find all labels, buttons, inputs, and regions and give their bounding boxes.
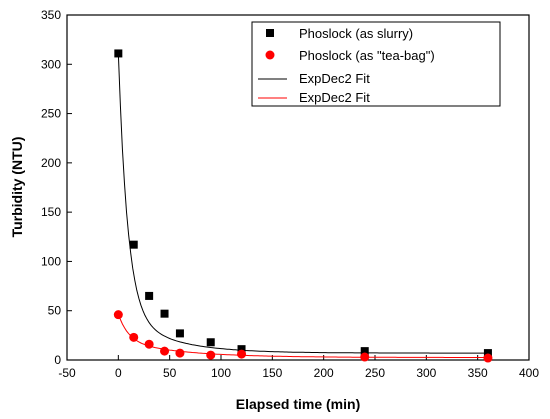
data-point-teabag xyxy=(237,349,247,359)
data-point-teabag xyxy=(129,332,139,342)
legend-label-fit-black: ExpDec2 Fit xyxy=(299,71,370,86)
y-axis-title: Turbidity (NTU) xyxy=(9,137,25,238)
data-point-teabag xyxy=(144,339,154,349)
y-tick-label: 50 xyxy=(48,304,62,318)
legend-marker-teabag xyxy=(265,50,275,60)
x-axis-title: Elapsed time (min) xyxy=(236,396,360,412)
legend: Phoslock (as slurry) Phoslock (as "tea-b… xyxy=(251,21,501,107)
x-tick-label: 0 xyxy=(115,366,122,380)
data-point-slurry xyxy=(160,309,169,318)
y-tick-label: 250 xyxy=(41,107,61,121)
x-tick-label: 250 xyxy=(365,366,385,380)
y-tick-label: 100 xyxy=(41,254,61,268)
y-tick-label: 0 xyxy=(54,353,61,367)
x-tick-label: 300 xyxy=(416,366,436,380)
data-point-slurry xyxy=(206,338,215,347)
x-tick-label: 400 xyxy=(519,366,539,380)
data-point-teabag xyxy=(175,348,185,358)
axis-ticks: -50 0 50 100 150 200 250 300 350 4000501001502002… xyxy=(41,8,539,380)
data-point-slurry xyxy=(175,329,184,338)
legend-label-teabag: Phoslock (as "tea-bag") xyxy=(299,48,435,63)
data-point-teabag xyxy=(360,352,370,362)
y-tick-label: 200 xyxy=(41,156,61,170)
x-tick-label: 100 xyxy=(211,366,231,380)
legend-label-slurry: Phoslock (as slurry) xyxy=(299,26,413,41)
y-tick-label: 300 xyxy=(41,57,61,71)
data-point-slurry xyxy=(483,349,492,358)
x-tick-label: -50 xyxy=(58,366,76,380)
data-point-slurry xyxy=(145,291,154,300)
data-point-teabag xyxy=(483,353,493,363)
x-tick-label: 200 xyxy=(314,366,334,380)
data-point-slurry xyxy=(114,49,123,58)
data-point-slurry xyxy=(360,347,369,356)
x-tick-label: 150 xyxy=(262,366,282,380)
data-point-teabag xyxy=(113,310,123,320)
legend-box xyxy=(251,21,501,107)
fit-curve-0 xyxy=(117,52,488,354)
x-tick-label: 50 xyxy=(163,366,177,380)
legend-marker-slurry xyxy=(266,29,274,37)
data-point-slurry xyxy=(129,240,138,249)
y-tick-label: 150 xyxy=(41,205,61,219)
legend-label-fit-red: ExpDec2 Fit xyxy=(299,90,370,105)
data-point-teabag xyxy=(160,346,170,356)
data-markers xyxy=(113,49,493,363)
x-tick-label: 350 xyxy=(468,366,488,380)
y-tick-label: 350 xyxy=(41,8,61,22)
data-point-slurry xyxy=(237,345,246,354)
data-point-teabag xyxy=(206,350,216,360)
